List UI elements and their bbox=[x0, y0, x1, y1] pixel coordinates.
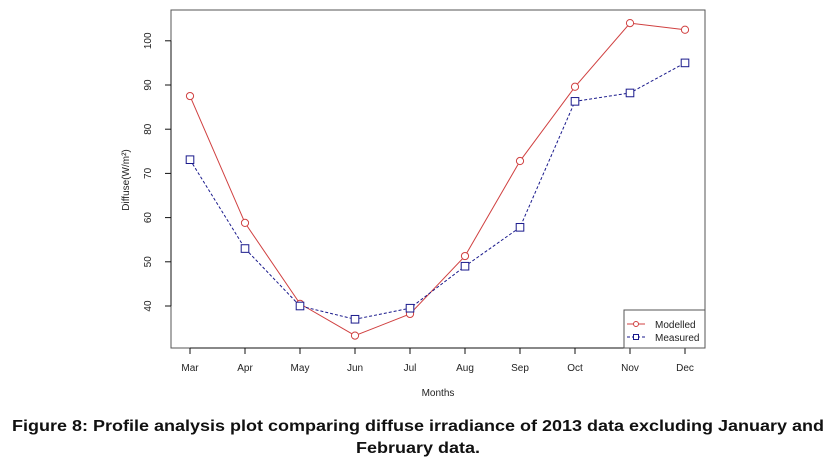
modelled-point bbox=[185, 91, 195, 101]
measured-point bbox=[240, 244, 250, 253]
y-tick-label: 50 bbox=[143, 256, 154, 268]
plot-box bbox=[170, 9, 706, 349]
modelled-point bbox=[460, 251, 470, 261]
legend-measured-label: Measured bbox=[655, 333, 699, 344]
measured-point bbox=[350, 314, 360, 324]
x-axis: Mar Apr May Jun Jul Aug Sep Oct Nov Dec bbox=[181, 347, 694, 374]
x-tick-label: Oct bbox=[567, 363, 583, 374]
measured-point bbox=[570, 97, 580, 106]
x-tick-label: Apr bbox=[237, 363, 253, 374]
x-tick-label: Jun bbox=[347, 363, 363, 374]
y-tick-label: 40 bbox=[143, 300, 154, 312]
modelled-point bbox=[350, 331, 360, 340]
legend-modelled-label: Modelled bbox=[655, 320, 696, 331]
measured-line bbox=[189, 62, 686, 320]
y-tick-label: 60 bbox=[143, 212, 154, 224]
measured-point bbox=[515, 223, 525, 232]
figure-caption-line2: February data. bbox=[356, 440, 480, 457]
x-tick-label: Jul bbox=[404, 363, 417, 374]
measured-point bbox=[295, 301, 305, 311]
modelled-point bbox=[570, 82, 580, 91]
figure-caption-line1: Figure 8: Profile analysis plot comparin… bbox=[12, 418, 824, 435]
measured-point bbox=[680, 58, 690, 68]
legend-modelled-marker bbox=[633, 321, 639, 327]
x-axis-label: Months bbox=[422, 388, 455, 399]
x-tick-label: Sep bbox=[511, 363, 529, 374]
modelled-line bbox=[189, 22, 686, 337]
x-tick-label: May bbox=[291, 363, 310, 374]
modelled-point bbox=[240, 218, 250, 228]
modelled-point bbox=[625, 19, 635, 28]
y-tick-label: 90 bbox=[143, 79, 154, 91]
y-axis-label: Diffuse(W/m²) bbox=[121, 149, 132, 210]
measured-point bbox=[625, 88, 635, 98]
modelled-point bbox=[680, 25, 690, 34]
x-tick-label: Aug bbox=[456, 363, 474, 374]
y-tick-label: 80 bbox=[143, 123, 154, 135]
y-axis: 40 50 60 70 80 90 100 bbox=[143, 32, 172, 312]
legend-box bbox=[623, 309, 706, 349]
measured-point bbox=[405, 303, 415, 313]
x-tick-label: Dec bbox=[676, 363, 694, 374]
y-tick-label: 100 bbox=[143, 32, 154, 49]
legend: Modelled Measured bbox=[623, 309, 706, 349]
series-group bbox=[185, 19, 690, 340]
measured-point bbox=[185, 155, 195, 164]
y-tick-label: 70 bbox=[143, 167, 154, 179]
x-tick-label: Nov bbox=[621, 363, 639, 374]
modelled-point bbox=[515, 156, 525, 166]
x-tick-label: Mar bbox=[181, 363, 199, 374]
legend-measured-marker bbox=[633, 334, 639, 340]
measured-point bbox=[460, 261, 470, 271]
